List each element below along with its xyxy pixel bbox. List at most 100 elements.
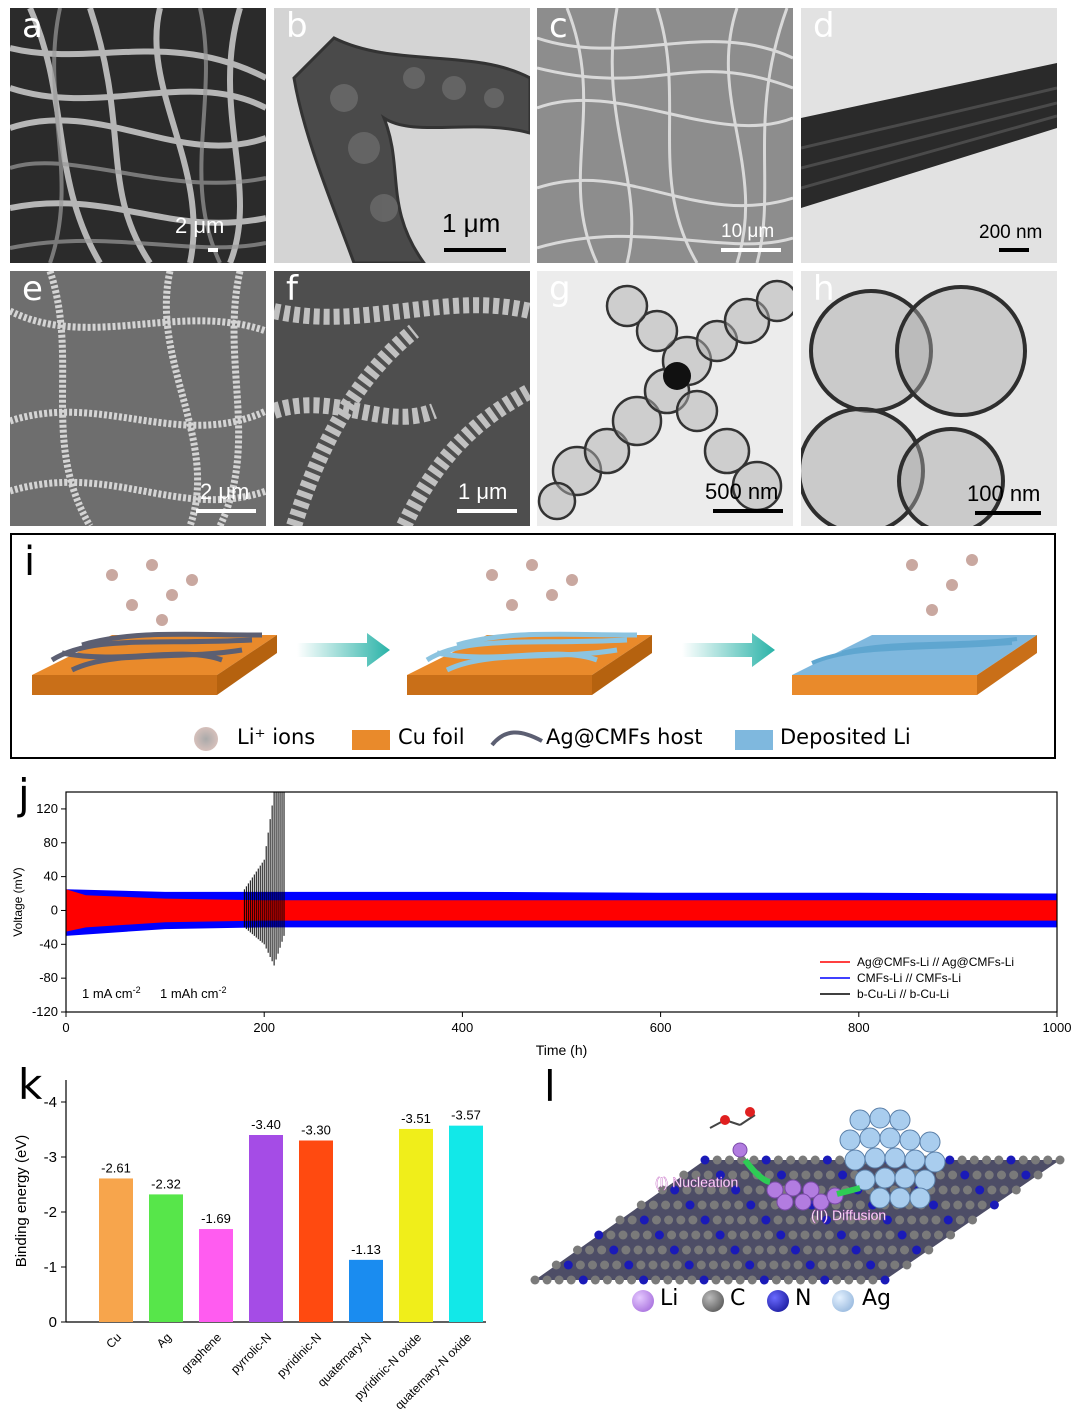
c-atom xyxy=(977,1200,987,1210)
bar-value-label: -1.69 xyxy=(201,1211,231,1226)
y-tick-label: -1 xyxy=(44,1259,57,1276)
c-atom xyxy=(758,1200,768,1210)
n-atom xyxy=(820,1275,830,1285)
c-atom xyxy=(1043,1155,1053,1165)
n-atom xyxy=(731,1185,741,1195)
c-atom xyxy=(676,1215,686,1225)
c-atom xyxy=(788,1230,798,1240)
bar-value-label: -3.51 xyxy=(401,1111,431,1126)
c-atom xyxy=(615,1275,624,1285)
y-axis-label: Binding energy (eV) xyxy=(13,1135,30,1268)
scale-bar-label: 500 nm xyxy=(705,479,779,504)
c-atom xyxy=(743,1185,753,1195)
c-atom xyxy=(999,1185,1009,1195)
scale-bar xyxy=(975,511,1041,515)
c-atom xyxy=(890,1260,900,1270)
c-atom xyxy=(735,1275,745,1285)
y-tick-label: 0 xyxy=(49,1314,57,1331)
fiber-network-texture xyxy=(537,8,793,263)
c-atom xyxy=(590,1275,600,1285)
c-atom xyxy=(648,1260,658,1270)
c-atom xyxy=(803,1245,813,1255)
n-atom xyxy=(776,1230,786,1240)
c-atom xyxy=(968,1215,977,1225)
bar xyxy=(299,1140,333,1322)
c-atom xyxy=(675,1275,685,1285)
c-atom xyxy=(868,1275,878,1285)
c-atom xyxy=(1018,1155,1028,1165)
c-atom xyxy=(783,1275,793,1285)
c-atom xyxy=(755,1185,765,1195)
x-tick-label: graphene xyxy=(178,1330,224,1376)
c-atom xyxy=(652,1215,661,1225)
x-tick-label: Ag xyxy=(154,1330,174,1350)
c-atom xyxy=(829,1260,839,1270)
c-atom xyxy=(924,1245,934,1255)
n-atom xyxy=(882,1215,892,1225)
c-atom xyxy=(658,1185,667,1195)
c-atom xyxy=(688,1215,698,1225)
n-atom xyxy=(791,1245,800,1255)
y-tick-label: 40 xyxy=(44,869,58,884)
n-atom xyxy=(880,1275,890,1285)
c-atom xyxy=(712,1215,722,1225)
c-atom xyxy=(843,1200,853,1210)
n-atom xyxy=(578,1275,588,1285)
c-atom xyxy=(931,1215,941,1225)
c-atom xyxy=(815,1245,825,1255)
panel-letter: h xyxy=(813,271,835,309)
n-atom xyxy=(746,1200,756,1210)
c-atom xyxy=(885,1230,895,1240)
n-atom xyxy=(989,1200,999,1210)
arrow-2 xyxy=(682,633,775,667)
c-atom xyxy=(636,1200,646,1210)
c-atom xyxy=(827,1245,837,1255)
n-atom xyxy=(563,1260,573,1270)
n-atom xyxy=(745,1260,755,1270)
c-atom xyxy=(696,1260,706,1270)
c-atom xyxy=(849,1230,859,1240)
stage-2-coated-host xyxy=(407,559,652,695)
c-atom xyxy=(909,1230,919,1240)
c-atom xyxy=(1031,1155,1040,1165)
c-atom xyxy=(801,1170,811,1180)
panel-d-tem-image: d 200 nm xyxy=(801,8,1057,263)
c-atom xyxy=(764,1230,774,1240)
c-atom xyxy=(551,1260,561,1270)
scale-bar xyxy=(196,509,256,513)
c-atom xyxy=(870,1215,880,1225)
plot-frame xyxy=(65,791,1058,1013)
c-atom xyxy=(719,1185,728,1195)
c-atom xyxy=(982,1155,992,1165)
c-atom xyxy=(861,1230,871,1240)
n-atom xyxy=(761,1155,771,1165)
c-atom xyxy=(721,1260,730,1270)
c-atom xyxy=(663,1275,673,1285)
c-atom xyxy=(1055,1155,1065,1165)
panel-letter: g xyxy=(549,271,571,309)
c-atom xyxy=(839,1245,849,1255)
c-atom xyxy=(747,1275,757,1285)
scale-bar xyxy=(444,248,506,252)
c-atom xyxy=(887,1245,897,1255)
y-tick-label: -40 xyxy=(39,936,58,951)
c-atom xyxy=(948,1170,958,1180)
c-atom xyxy=(834,1215,844,1225)
n-atom xyxy=(699,1275,709,1285)
c-atom xyxy=(542,1275,552,1285)
panel-b-tem-image: b 1 μm xyxy=(274,8,530,263)
legend-label: Li xyxy=(660,1286,679,1311)
c-atom xyxy=(789,1170,799,1180)
panel-a-sem-image: a 2 μm xyxy=(10,8,266,263)
c-atom xyxy=(718,1245,728,1255)
bar xyxy=(449,1125,483,1322)
n-atom xyxy=(822,1215,832,1225)
c-atom xyxy=(841,1260,851,1270)
c-atom xyxy=(946,1230,956,1240)
c-atom xyxy=(734,1200,744,1210)
ag-atom-icon xyxy=(832,1290,854,1312)
c-atom xyxy=(957,1155,967,1165)
c-atom xyxy=(712,1155,722,1165)
scale-bar-label: 2 μm xyxy=(200,479,250,504)
n-atom xyxy=(684,1260,694,1270)
